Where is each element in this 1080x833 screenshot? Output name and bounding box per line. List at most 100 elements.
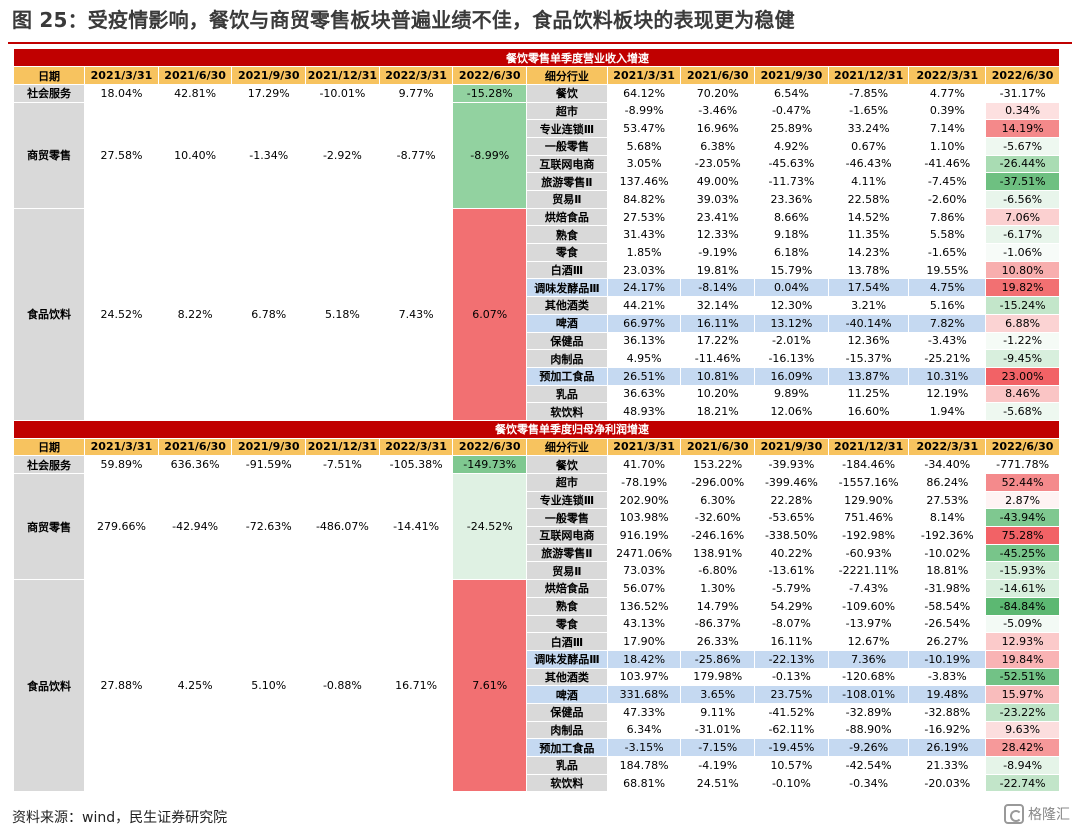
industry-value: -32.88% bbox=[908, 703, 987, 722]
industry-value: 36.13% bbox=[607, 332, 682, 351]
industry-value: 3.21% bbox=[828, 296, 910, 315]
industry-name: 零食 bbox=[526, 615, 608, 634]
industry-name: 烘焙食品 bbox=[526, 208, 608, 227]
industry-value: 15.97% bbox=[985, 685, 1060, 704]
column-header: 细分行业 bbox=[526, 66, 608, 85]
group-value: 9.77% bbox=[379, 84, 454, 103]
group-value: -8.99% bbox=[452, 102, 528, 209]
group-value: -15.28% bbox=[452, 84, 528, 103]
industry-value: -1.06% bbox=[985, 243, 1060, 262]
industry-value: 137.46% bbox=[607, 172, 682, 191]
column-header: 2021/12/31 bbox=[828, 438, 910, 457]
industry-name: 贸易Ⅱ bbox=[526, 561, 608, 581]
industry-value: 12.36% bbox=[828, 332, 910, 351]
industry-name: 乳品 bbox=[526, 756, 608, 775]
industry-value: 8.66% bbox=[754, 208, 829, 227]
industry-name: 餐饮 bbox=[526, 84, 608, 103]
industry-value: 153.22% bbox=[680, 455, 756, 474]
column-header: 2021/6/30 bbox=[680, 438, 756, 457]
group-value: -1.34% bbox=[231, 102, 307, 209]
industry-value: -1.65% bbox=[828, 102, 910, 121]
industry-value: 41.70% bbox=[607, 455, 682, 474]
industry-value: 10.31% bbox=[908, 367, 987, 386]
industry-value: 32.14% bbox=[680, 296, 756, 315]
industry-value: 13.87% bbox=[828, 367, 910, 386]
column-header: 2021/12/31 bbox=[305, 66, 380, 85]
group-value: 6.07% bbox=[452, 208, 528, 421]
group-value: 17.29% bbox=[231, 84, 307, 103]
table-row: 旅游零售Ⅱ 2471.06% 138.91% 40.22% -60.93% -10.02%… bbox=[14, 544, 1060, 563]
industry-value: -39.93% bbox=[754, 455, 829, 474]
industry-value: 138.91% bbox=[680, 544, 756, 563]
industry-value: 24.51% bbox=[680, 774, 756, 793]
table-row: 调味发酵品Ⅲ 24.17% -8.14% 0.04% 17.54% 4.75% 19.82% bbox=[14, 278, 1060, 298]
industry-name: 一般零售 bbox=[526, 137, 608, 156]
industry-value: 1.85% bbox=[607, 243, 682, 262]
industry-value: -5.09% bbox=[985, 615, 1060, 634]
industry-value: 179.98% bbox=[680, 668, 756, 687]
industry-value: -0.10% bbox=[754, 774, 829, 793]
industry-value: 84.82% bbox=[607, 190, 682, 209]
group-name: 食品饮料 bbox=[14, 579, 86, 793]
industry-name: 一般零售 bbox=[526, 508, 608, 528]
industry-name: 旅游零售Ⅱ bbox=[526, 172, 608, 191]
group-value: -42.94% bbox=[158, 473, 233, 581]
table-row: 肉制品 4.95% -11.46% -16.13% -15.37% -25.21% -9.4… bbox=[14, 349, 1060, 368]
industry-value: 10.57% bbox=[754, 756, 829, 775]
industry-value: -5.67% bbox=[985, 137, 1060, 156]
table-row: 啤酒 66.97% 16.11% 13.12% -40.14% 7.82% 6.88% bbox=[14, 314, 1060, 333]
industry-value: 9.18% bbox=[754, 225, 829, 245]
industry-value: -13.61% bbox=[754, 561, 829, 581]
industry-value: 0.04% bbox=[754, 278, 829, 298]
industry-value: 86.24% bbox=[908, 473, 987, 492]
table-row: 预加工食品 26.51% 10.81% 16.09% 13.87% 10.31% 23.00… bbox=[14, 367, 1060, 386]
industry-value: -23.22% bbox=[985, 703, 1060, 722]
industry-name: 预加工食品 bbox=[526, 367, 608, 386]
industry-value: 12.19% bbox=[908, 385, 987, 404]
group-name: 商贸零售 bbox=[14, 102, 86, 209]
industry-value: -45.25% bbox=[985, 544, 1060, 563]
industry-value: 64.12% bbox=[607, 84, 682, 103]
industry-value: -41.52% bbox=[754, 703, 829, 722]
table-row: 其他酒类 103.97% 179.98% -0.13% -120.68% -3.83% -5… bbox=[14, 668, 1060, 687]
industry-value: 23.00% bbox=[985, 367, 1060, 386]
industry-value: 47.33% bbox=[607, 703, 682, 722]
industry-value: -8.07% bbox=[754, 615, 829, 634]
industry-value: 129.90% bbox=[828, 491, 910, 510]
header-row: 日期 2021/3/31 2021/6/30 2021/9/30 2021/12/31 2… bbox=[14, 66, 1060, 85]
column-header: 2022/3/31 bbox=[379, 66, 454, 85]
group-value: 16.71% bbox=[379, 579, 454, 793]
industry-value: 6.34% bbox=[607, 721, 682, 740]
industry-value: 12.30% bbox=[754, 296, 829, 315]
watermark-text: 格隆汇 bbox=[1028, 807, 1070, 823]
industry-value: 23.41% bbox=[680, 208, 756, 227]
industry-value: 49.00% bbox=[680, 172, 756, 191]
industry-value: 4.92% bbox=[754, 137, 829, 156]
column-header: 2021/6/30 bbox=[680, 66, 756, 85]
industry-name: 调味发酵品Ⅲ bbox=[526, 650, 608, 669]
table-row: 肉制品 6.34% -31.01% -62.11% -88.90% -16.92% 9.63… bbox=[14, 721, 1060, 740]
table-row: 贸易Ⅱ 73.03% -6.80% -13.61% -2221.11% 18.81% -15… bbox=[14, 561, 1060, 581]
column-header: 2022/6/30 bbox=[985, 438, 1060, 457]
industry-value: 11.35% bbox=[828, 225, 910, 245]
industry-value: -31.98% bbox=[908, 579, 987, 598]
title-rule bbox=[8, 42, 1072, 44]
industry-value: 10.81% bbox=[680, 367, 756, 386]
industry-value: -13.97% bbox=[828, 615, 910, 634]
industry-value: 16.11% bbox=[680, 314, 756, 333]
group-value: 18.04% bbox=[84, 84, 159, 103]
industry-value: -20.03% bbox=[908, 774, 987, 793]
industry-value: 10.20% bbox=[680, 385, 756, 404]
group-value: 59.89% bbox=[84, 455, 159, 474]
group-value: -72.63% bbox=[231, 473, 307, 581]
industry-value: -6.80% bbox=[680, 561, 756, 581]
industry-value: 9.63% bbox=[985, 721, 1060, 740]
industry-value: 19.82% bbox=[985, 278, 1060, 298]
group-value: -105.38% bbox=[379, 455, 454, 474]
industry-value: -9.26% bbox=[828, 738, 910, 757]
column-header: 2022/3/31 bbox=[379, 438, 454, 457]
table-row: 社会服务 18.04% 42.81% 17.29% -10.01% 9.77% -15.28… bbox=[14, 84, 1060, 103]
industry-value: -84.84% bbox=[985, 597, 1060, 616]
industry-name: 软饮料 bbox=[526, 402, 608, 421]
table-row: 互联网电商 3.05% -23.05% -45.63% -46.43% -41.46% -2… bbox=[14, 155, 1060, 174]
